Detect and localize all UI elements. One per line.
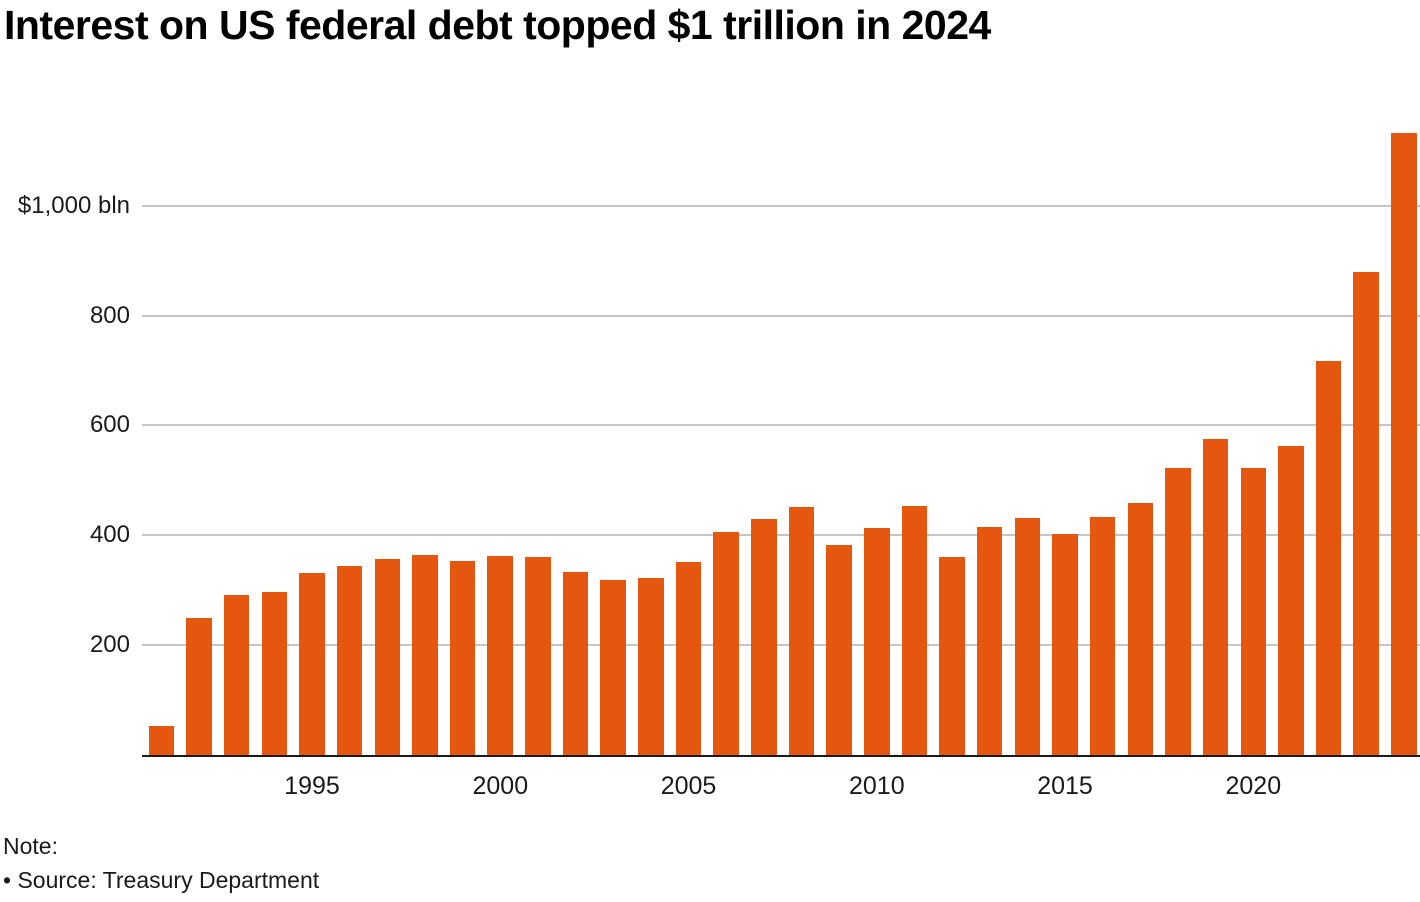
gridline-200 bbox=[142, 644, 1420, 647]
bar-2009 bbox=[826, 544, 852, 755]
bar-1997 bbox=[374, 559, 401, 755]
y-axis-label-600: 600 bbox=[89, 411, 130, 439]
bar-1992 bbox=[186, 618, 212, 755]
bar-2023 bbox=[1353, 272, 1379, 755]
bar-2024 bbox=[1391, 132, 1417, 755]
bar-1991 bbox=[148, 725, 175, 755]
y-axis-label-400: 400 bbox=[89, 521, 130, 549]
bar-2012 bbox=[939, 557, 965, 755]
bar-2021 bbox=[1278, 446, 1304, 755]
note-label: Note: bbox=[3, 833, 58, 859]
bar-2003 bbox=[600, 580, 626, 755]
bar-2017 bbox=[1127, 502, 1154, 755]
x-axis-label-2000: 2000 bbox=[472, 772, 529, 800]
bar-2010 bbox=[864, 527, 890, 755]
bar-2020 bbox=[1240, 467, 1267, 755]
bar-2019 bbox=[1202, 439, 1229, 755]
gridline-800 bbox=[142, 314, 1420, 317]
bar-1993 bbox=[223, 594, 250, 755]
bar-2005 bbox=[675, 561, 702, 755]
x-axis-baseline bbox=[142, 755, 1420, 757]
x-axis-label-2020: 2020 bbox=[1225, 772, 1282, 800]
page-title: Interest on US federal debt topped $1 tr… bbox=[4, 2, 991, 48]
bar-2014 bbox=[1014, 518, 1041, 755]
y-axis-label-1000: $1,000 bln bbox=[17, 191, 130, 219]
x-axis-label-1995: 1995 bbox=[284, 772, 340, 800]
bar-2015 bbox=[1052, 534, 1078, 755]
x-axis-label-2015: 2015 bbox=[1037, 772, 1093, 800]
y-axis-label-800: 800 bbox=[89, 301, 130, 329]
gridline-600 bbox=[142, 424, 1420, 427]
bar-1996 bbox=[336, 566, 363, 755]
bar-2004 bbox=[638, 578, 664, 755]
source-text: • Source: Treasury Department bbox=[3, 867, 320, 893]
bar-2018 bbox=[1165, 467, 1191, 755]
x-axis-label-2005: 2005 bbox=[660, 772, 717, 800]
bar-2002 bbox=[562, 572, 589, 755]
x-axis-label-2010: 2010 bbox=[848, 772, 905, 800]
bar-2007 bbox=[751, 518, 777, 755]
bar-2013 bbox=[976, 526, 1003, 755]
gridline-400 bbox=[142, 534, 1420, 537]
bar-2001 bbox=[525, 557, 551, 755]
bar-2006 bbox=[713, 532, 739, 755]
bar-1994 bbox=[261, 592, 288, 755]
bar-1999 bbox=[449, 560, 476, 755]
gridline-1000 bbox=[142, 204, 1420, 207]
bar-2022 bbox=[1315, 360, 1342, 755]
bar-2011 bbox=[901, 505, 928, 755]
bar-1998 bbox=[412, 555, 438, 755]
y-axis-label-200: 200 bbox=[89, 631, 130, 659]
bar-2008 bbox=[788, 507, 815, 755]
bar-2000 bbox=[487, 556, 513, 755]
bar-1995 bbox=[299, 572, 325, 755]
bar-2016 bbox=[1089, 517, 1116, 755]
